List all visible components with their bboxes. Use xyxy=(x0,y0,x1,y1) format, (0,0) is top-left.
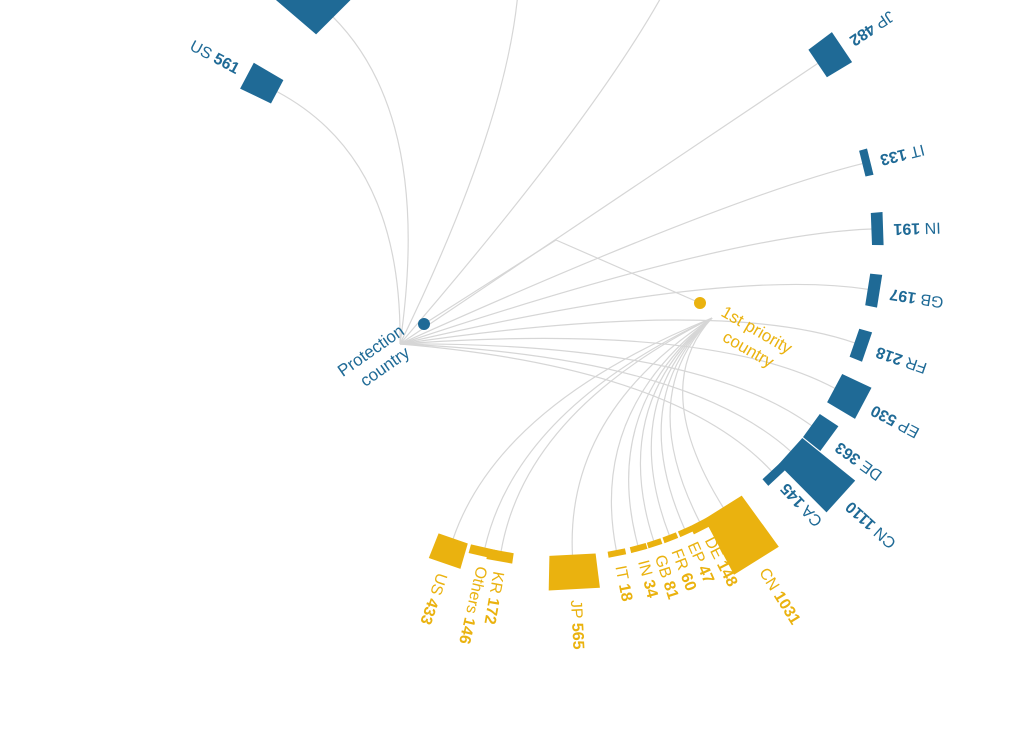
link-protection-cn xyxy=(399,343,792,452)
link-protection-kr xyxy=(399,0,661,345)
bar-protection-it xyxy=(859,148,874,177)
label-value: 565 xyxy=(568,622,586,650)
bar-priority-cn xyxy=(704,495,779,575)
label-protection-ep: EP 530 xyxy=(868,401,922,441)
label-value: 146 xyxy=(455,616,478,646)
label-value: 433 xyxy=(416,596,441,627)
bars-layer xyxy=(240,0,884,591)
label-protection-fr: FR 218 xyxy=(874,343,929,376)
bar-priority-fr xyxy=(662,532,679,544)
label-protection-in: IN 191 xyxy=(893,218,941,237)
label-value: 1031 xyxy=(770,589,803,628)
bar-protection-jp xyxy=(808,32,853,78)
link-priority-ep xyxy=(660,317,713,529)
label-value: 81 xyxy=(659,579,681,601)
bar-priority-kr xyxy=(486,548,514,564)
bar-protection-us xyxy=(240,62,284,104)
bar-priority-ep xyxy=(677,525,694,538)
bar-protection-in xyxy=(870,212,884,246)
bar-protection-ca xyxy=(762,462,787,486)
link-protection-jp xyxy=(399,62,819,345)
link-protection-us xyxy=(276,91,401,345)
link-protection-others xyxy=(332,16,409,345)
priority-hub-dot xyxy=(694,297,706,309)
link-priority-others xyxy=(484,317,713,549)
link-priority-fr xyxy=(650,317,713,536)
bar-protection-others xyxy=(275,0,351,35)
link-priority-in xyxy=(628,317,713,546)
label-value: 561 xyxy=(210,51,242,79)
label-category: GB xyxy=(915,289,945,310)
link-priority-it xyxy=(610,317,713,551)
priority-hub-label: 1st priority country xyxy=(707,302,799,378)
connector-links xyxy=(276,0,872,556)
link-protection-in xyxy=(399,228,872,345)
label-value: 530 xyxy=(868,401,900,429)
bar-priority-us xyxy=(428,533,468,569)
label-category: JP xyxy=(567,600,585,624)
protection-hub-label: Protection country xyxy=(334,318,424,397)
link-priority-cn xyxy=(682,317,725,509)
link-priority-gb xyxy=(639,317,713,541)
bar-priority-jp xyxy=(548,553,600,591)
link-priority-de xyxy=(669,317,713,522)
link-priority-us xyxy=(452,317,713,539)
link-protection-ep xyxy=(399,337,836,389)
label-protection-jp: JP 482 xyxy=(846,7,897,49)
link-protection-fr xyxy=(399,319,855,345)
label-value: 60 xyxy=(677,571,699,594)
bar-protection-de xyxy=(803,414,839,451)
label-category: IT xyxy=(611,564,631,585)
label-value: 1110 xyxy=(843,497,880,532)
label-protection-cn: CN 1110 xyxy=(843,497,900,551)
label-priority-cn: CN 1031 xyxy=(755,565,803,628)
label-value: 133 xyxy=(878,145,908,168)
hubs-layer: Protection country 1st priority country xyxy=(334,239,799,397)
bar-protection-gb xyxy=(865,273,883,308)
bar-protection-fr xyxy=(849,328,873,362)
bar-priority-in xyxy=(629,543,648,554)
label-protection-gb: GB 197 xyxy=(888,285,944,310)
label-value: 34 xyxy=(639,578,660,600)
link-protection-mx xyxy=(399,0,518,345)
label-value: 218 xyxy=(874,343,905,368)
bar-protection-ep xyxy=(827,374,872,419)
label-category: IN xyxy=(634,558,656,582)
link-protection-de xyxy=(399,343,812,427)
bar-priority-gb xyxy=(646,538,663,549)
label-category: KR xyxy=(485,570,506,599)
label-priority-in: IN 34 xyxy=(634,558,660,599)
label-priority-kr: KR 172 xyxy=(480,570,506,626)
label-priority-it: IT 18 xyxy=(611,564,635,603)
link-protection-it xyxy=(399,163,863,345)
label-value: 172 xyxy=(480,596,501,625)
label-value: 191 xyxy=(893,219,920,237)
label-protection-us: US 561 xyxy=(187,38,242,78)
link-priority-jp xyxy=(571,317,713,556)
bar-protection-cn xyxy=(778,438,856,513)
label-category: IN xyxy=(920,218,941,236)
label-value: 47 xyxy=(694,563,717,586)
bar-priority-it xyxy=(607,548,627,558)
label-priority-jp: JP 565 xyxy=(567,600,587,650)
link-protection-gb xyxy=(399,283,869,345)
link-priority-kr xyxy=(500,317,713,552)
label-protection-it: IT 133 xyxy=(878,140,926,167)
label-category: IT xyxy=(904,140,926,161)
label-value: 18 xyxy=(615,582,635,603)
hub-connector-line xyxy=(423,239,701,325)
protection-hub-dot xyxy=(418,318,430,330)
link-protection-ca xyxy=(399,343,772,472)
label-value: 197 xyxy=(888,285,917,306)
label-priority-us: US 433 xyxy=(416,571,449,627)
